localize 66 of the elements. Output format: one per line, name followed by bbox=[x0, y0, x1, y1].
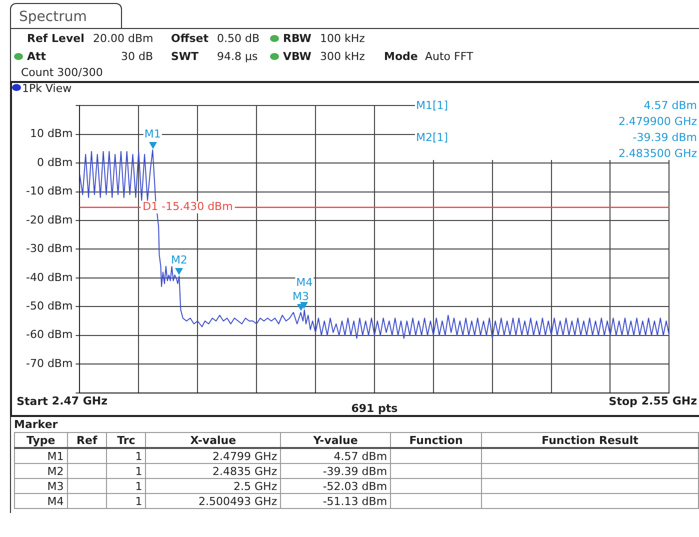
annotation: 2.483500 GHz bbox=[618, 147, 697, 160]
annotation: M2 bbox=[170, 254, 188, 267]
annotation: 4.57 dBm bbox=[644, 99, 697, 112]
text: 2.4835 GHz bbox=[146, 464, 281, 478]
y-tick-label: -60 dBm bbox=[26, 328, 73, 342]
annotation: M3 bbox=[292, 290, 310, 303]
text: M3 bbox=[14, 478, 68, 494]
text: Marker bbox=[14, 418, 58, 431]
text: Trc bbox=[106, 432, 146, 448]
text: 2.500493 GHz bbox=[146, 494, 281, 508]
text: 1 bbox=[106, 478, 146, 494]
text: 1 bbox=[106, 464, 146, 478]
x-tick-label: 2.47 GHz bbox=[52, 394, 108, 408]
text: 94.8 µs bbox=[217, 50, 258, 63]
text: M4 bbox=[14, 494, 68, 508]
text: 4.57 dBm bbox=[280, 448, 391, 464]
text: Start bbox=[16, 394, 48, 408]
text: M1 bbox=[14, 448, 68, 464]
y-tick-label: -40 dBm bbox=[26, 270, 73, 284]
y-tick-label: -70 dBm bbox=[26, 356, 73, 370]
text: Ref bbox=[67, 432, 107, 448]
text: 30 dB bbox=[120, 50, 153, 63]
annotation: -39.39 dBm bbox=[632, 131, 697, 144]
y-tick-label: -30 dBm bbox=[26, 242, 73, 256]
text: Function Result bbox=[481, 432, 698, 448]
text: Mode bbox=[384, 50, 418, 63]
annotation: M4 bbox=[296, 276, 313, 289]
text: -39.39 dBm bbox=[280, 464, 391, 478]
text: VBW bbox=[283, 50, 312, 63]
text: Y-value bbox=[280, 432, 391, 448]
text: X-value bbox=[146, 432, 281, 448]
text: M2 bbox=[14, 464, 68, 478]
text: Type bbox=[14, 432, 68, 448]
annotation: 2.479900 GHz bbox=[618, 115, 697, 128]
text: 1 bbox=[106, 494, 146, 508]
y-tick-label: 10 dBm bbox=[30, 127, 73, 140]
text: Offset bbox=[171, 32, 209, 45]
x-tick-label: 2.55 GHz bbox=[641, 394, 697, 408]
text: RBW bbox=[283, 32, 312, 45]
text: Ref Level bbox=[27, 32, 84, 45]
annotation: M2[1] bbox=[416, 131, 448, 144]
chart-title: Spectrum bbox=[10, 3, 122, 29]
y-tick-label: -50 dBm bbox=[26, 300, 73, 312]
text: Count 300/300 bbox=[21, 66, 103, 79]
text: Stop bbox=[608, 394, 638, 408]
text: SWT bbox=[171, 50, 199, 63]
text: 691 pts bbox=[350, 402, 399, 415]
y-tick-label: -10 dBm bbox=[26, 184, 73, 198]
text: 300 kHz bbox=[320, 50, 365, 63]
text: 20.00 dBm bbox=[93, 32, 154, 45]
text: -52.03 dBm bbox=[280, 478, 391, 494]
text: 100 kHz bbox=[320, 32, 365, 45]
text: Att bbox=[27, 50, 46, 63]
y-tick-label: 0 dBm bbox=[36, 156, 73, 169]
ref-line-label: D1 -15.430 dBm bbox=[142, 200, 233, 214]
text: Auto FFT bbox=[425, 50, 474, 63]
annotation: M1 bbox=[144, 127, 161, 140]
text: Function bbox=[390, 432, 482, 448]
y-tick-label: -20 dBm bbox=[26, 213, 73, 226]
text: 2.4799 GHz bbox=[146, 448, 281, 464]
annotation: M1[1] bbox=[416, 99, 448, 112]
text: 1 bbox=[106, 448, 146, 464]
text: 2.5 GHz bbox=[146, 478, 281, 494]
text: -51.13 dBm bbox=[280, 494, 391, 508]
text: 0.50 dB bbox=[217, 32, 260, 45]
text: 1Pk View bbox=[22, 82, 72, 95]
